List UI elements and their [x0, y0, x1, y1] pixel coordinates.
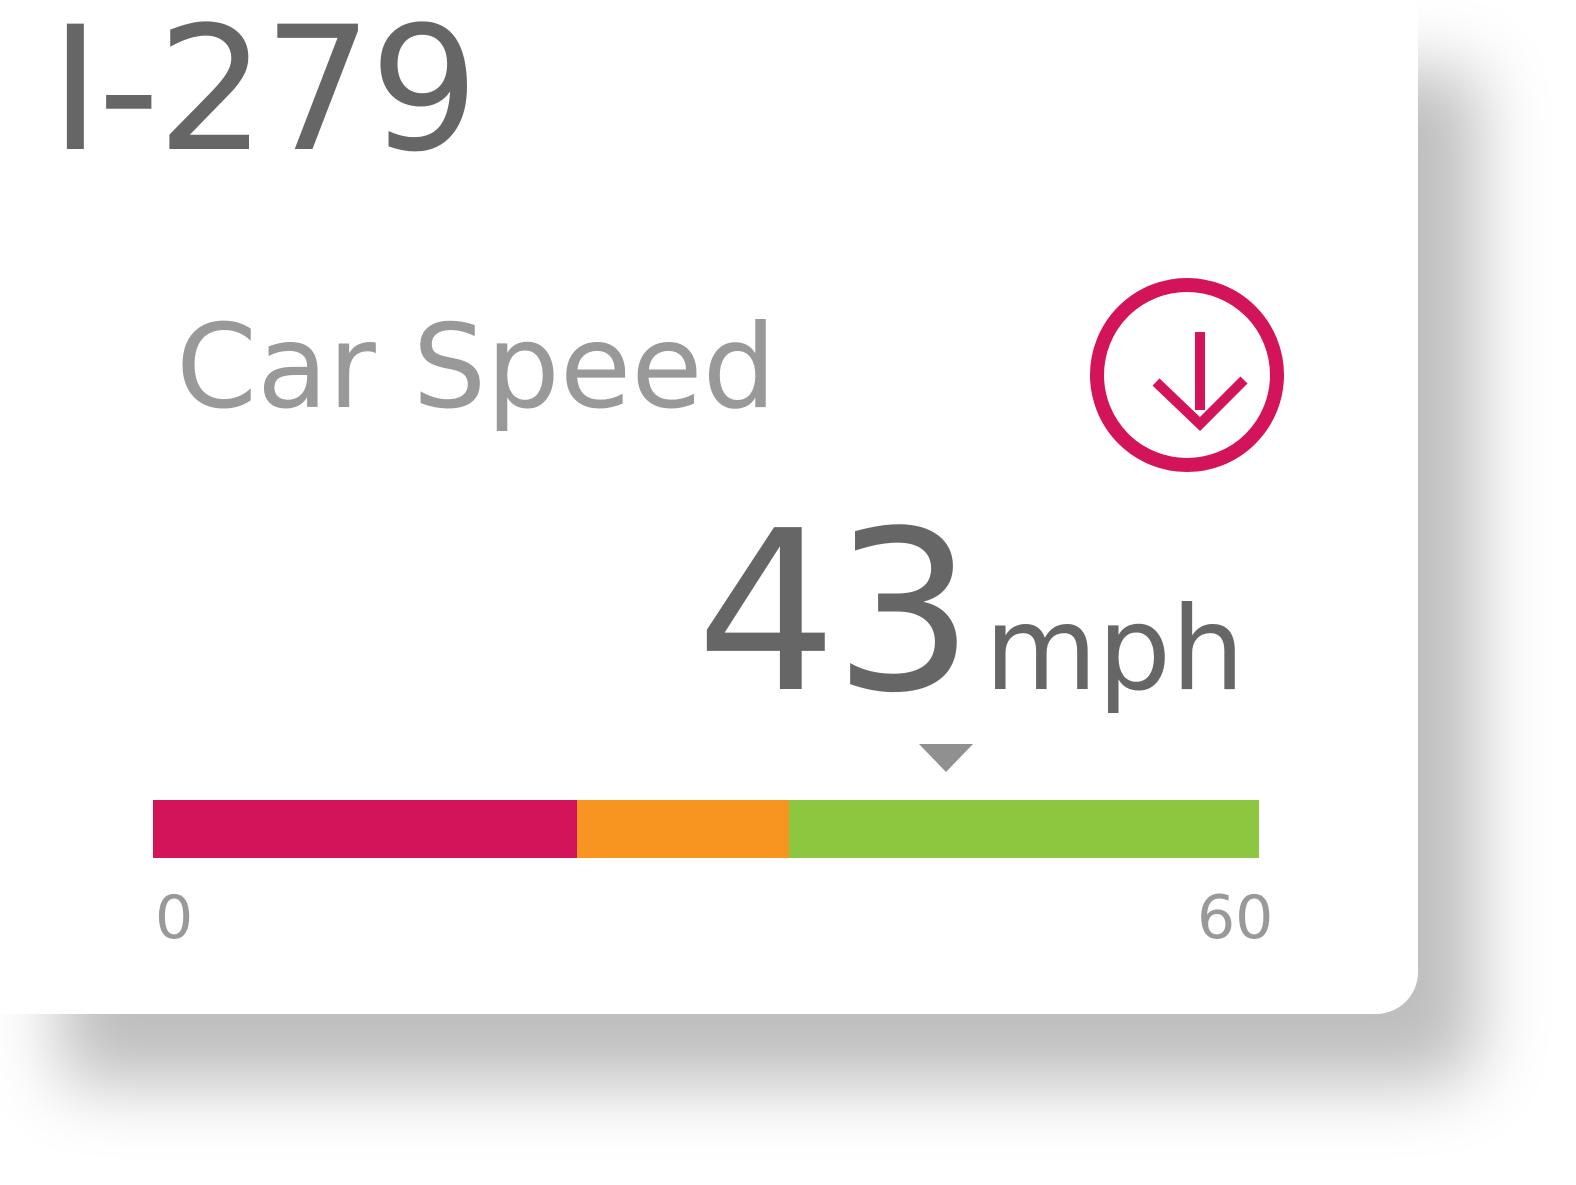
gauge-segment-0	[153, 800, 577, 858]
speed-card: I-279 Car Speed 43 mph 0 60	[50, 0, 1284, 953]
route-title: I-279	[50, 0, 479, 190]
metric-label: Car Speed	[176, 300, 777, 435]
gauge-min-label: 0	[155, 883, 194, 953]
gauge-max-label: 60	[1197, 883, 1274, 953]
gauge-segment-2	[788, 800, 1259, 858]
speed-unit: mph	[984, 582, 1245, 717]
speed-value: 43	[696, 484, 974, 742]
speed-gauge-bar	[153, 800, 1259, 858]
speed-readout: 43 mph	[696, 502, 1245, 724]
trend-down-button[interactable]	[1090, 278, 1284, 472]
gauge-pointer	[918, 744, 973, 772]
gauge-segment-1	[576, 800, 789, 858]
arrow-down-icon	[1152, 332, 1248, 431]
